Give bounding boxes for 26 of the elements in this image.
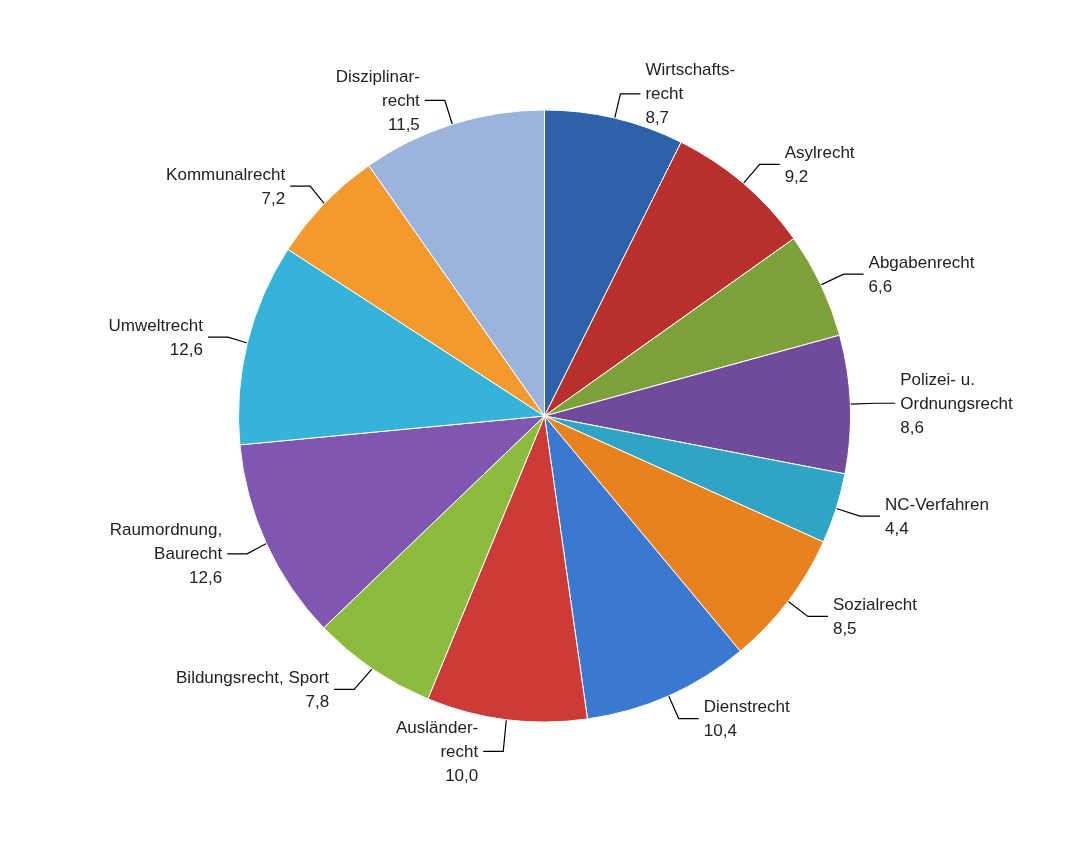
slice-label: Ausländer- recht [396, 717, 479, 761]
data-label: 12,6 [189, 568, 223, 588]
slice-label: Asylrecht [784, 142, 855, 162]
data-label: 8,7 [645, 108, 670, 128]
data-label: 11,5 [387, 114, 420, 134]
data-label: 8,6 [900, 417, 924, 437]
data-label: 6,6 [868, 276, 893, 296]
data-label: 4,4 [885, 518, 909, 538]
slice-label: Dienstrecht [703, 697, 791, 717]
slice-label: Raumordnung, Baurecht [109, 520, 223, 564]
data-label: 10,4 [703, 721, 737, 741]
slice-label: Wirtschafts- recht [645, 60, 736, 104]
slice-label: Bildungsrecht, Sport [176, 667, 330, 687]
slice-label: Umweltrecht [108, 315, 204, 335]
slice-label: Abgabenrecht [868, 252, 975, 272]
data-label: 8,5 [832, 618, 857, 638]
slice-label: Disziplinar- recht [335, 66, 421, 110]
slice-label: Sozialrecht [832, 594, 918, 614]
data-label: 9,2 [784, 166, 809, 186]
data-label: 7,8 [305, 691, 330, 711]
data-label: 10,0 [445, 765, 479, 785]
data-label: 7,2 [261, 188, 286, 208]
slice-label: Kommunalrecht [166, 164, 286, 184]
slice-label: NC-Verfahren [885, 494, 989, 514]
slice-label: Polizei- u. Ordnungsrecht [900, 369, 1013, 413]
data-label: 12,6 [169, 339, 203, 359]
